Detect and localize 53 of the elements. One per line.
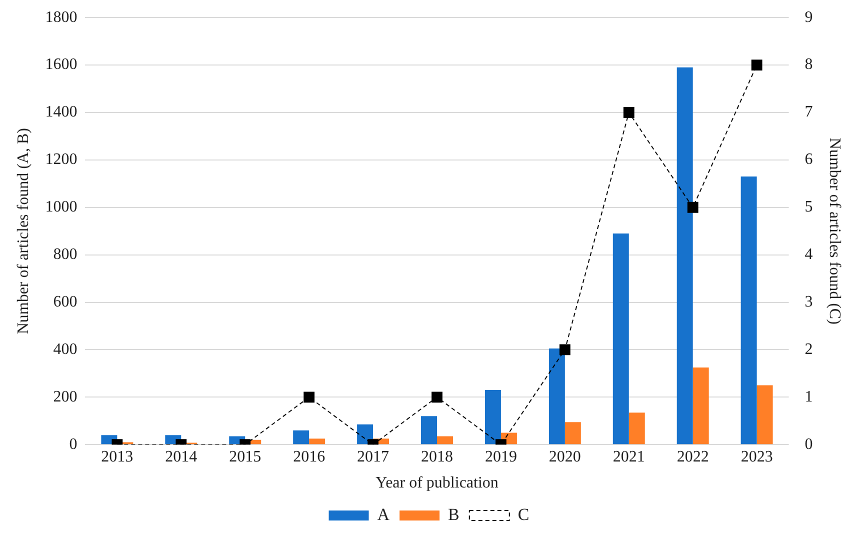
bar [437,436,453,444]
y2-tick-label: 1 [804,388,813,406]
bar [421,416,437,444]
bar [309,438,326,444]
bar [740,176,757,444]
x-tick-label: 2014 [165,448,198,466]
y-tick-label: 1400 [45,104,78,121]
bar [548,348,565,444]
legend-label: A [377,504,390,524]
y-tick-label: 400 [53,340,78,358]
y-axis-title: Number of articles found (A, B) [14,128,32,334]
y2-axis-title: Number of articles found (C) [826,138,844,324]
legend-label: B [448,504,460,524]
y2-tick-label: 7 [804,104,813,121]
x-tick-label: 2017 [357,448,390,466]
y2-tick-label: 9 [804,8,813,26]
y-tick-label: 800 [53,246,78,264]
x-tick-label: 2015 [229,448,262,466]
y2-tick-label: 5 [804,198,813,216]
point [751,60,762,70]
bar [692,368,709,444]
x-axis-title: Year of publication [376,474,498,492]
y2-tick-label: 2 [804,340,813,358]
bar [484,390,501,444]
y-tick-label: 1200 [45,151,78,168]
y2-tick-label: 0 [804,436,813,453]
y-tick-label: 1000 [45,198,78,216]
x-tick-label: 2022 [676,448,709,466]
point [687,202,698,213]
legend-label: C [518,504,530,524]
bar [612,233,629,444]
x-tick-label: 2018 [421,448,453,466]
bar [628,412,645,444]
x-tick-label: 2013 [101,448,134,466]
y2-tick-label: 3 [804,293,813,310]
point [623,107,634,118]
y2-tick-label: 4 [804,246,813,264]
y-tick-label: 600 [53,293,78,310]
bar [676,67,693,444]
x-tick-label: 2020 [548,448,581,466]
bar [293,430,310,444]
y-tick-label: 1800 [45,8,78,26]
y-tick-label: 200 [53,388,78,406]
bar [756,385,773,444]
y2-tick-label: 8 [804,56,813,74]
y-tick-label: 0 [69,436,78,453]
x-tick-label: 2019 [484,448,517,466]
bar [564,422,581,444]
y-tick-label: 1600 [45,56,78,74]
x-tick-label: 2023 [740,448,773,466]
y2-tick-label: 6 [804,151,813,168]
x-tick-label: 2021 [612,448,645,466]
x-tick-label: 2016 [293,448,326,466]
